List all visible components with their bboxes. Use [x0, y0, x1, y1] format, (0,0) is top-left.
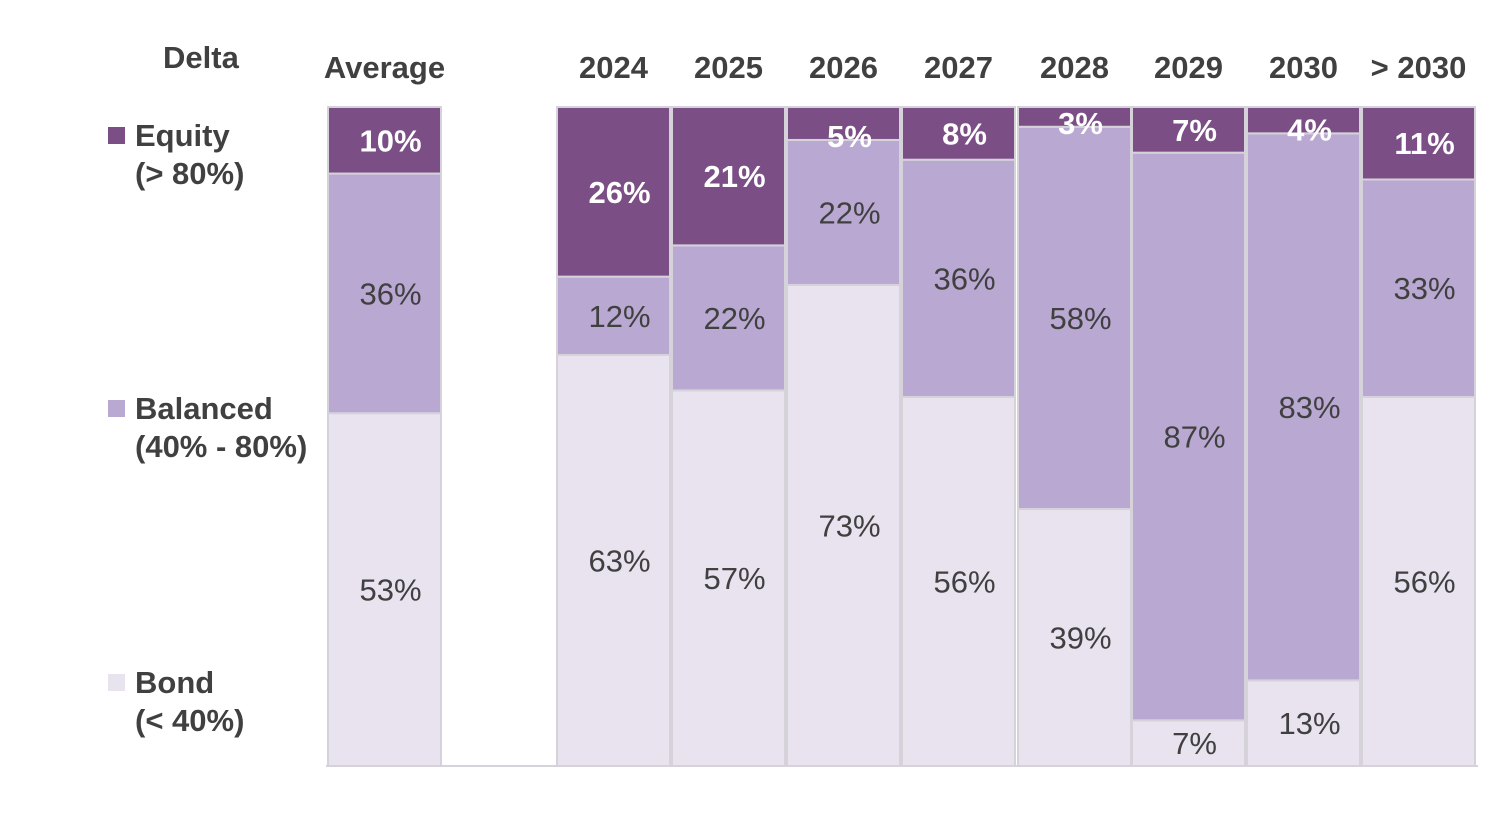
data-label-equity: 21%: [703, 159, 765, 194]
equity-swatch: [108, 127, 125, 144]
data-label-bond: 13%: [1278, 706, 1340, 741]
data-label-equity: 8%: [942, 116, 987, 151]
bar-segment-equity: [327, 106, 442, 175]
bar-segment-bond: [1246, 679, 1361, 768]
bar-segment-balanced: [1131, 151, 1246, 722]
data-label-equity: 3%: [1058, 106, 1103, 141]
category-label: 2026: [809, 50, 878, 85]
bar-segment-equity: [1131, 106, 1246, 154]
legend-label-bond: Bond: [135, 665, 215, 700]
category-label: > 2030: [1371, 50, 1467, 85]
balanced-swatch: [108, 400, 125, 417]
data-label-balanced: 12%: [588, 299, 650, 334]
data-label-equity: 5%: [827, 119, 872, 154]
bar-segment-bond: [1361, 395, 1476, 767]
bar-segment-bond: [1017, 507, 1132, 767]
bar-segment-balanced: [1246, 132, 1361, 682]
bar-segment-bond: [327, 412, 442, 767]
category-label: Average: [324, 50, 445, 85]
category-label: 2028: [1040, 50, 1109, 85]
legend-sub-equity: (> 80%): [135, 156, 245, 191]
legend-title: Delta: [163, 40, 239, 75]
legend-label-equity: Equity: [135, 118, 230, 153]
bar-segment-equity: [1361, 106, 1476, 181]
bar-segment-equity: [786, 106, 901, 141]
data-label-balanced: 36%: [933, 261, 995, 296]
data-label-equity: 11%: [1394, 126, 1454, 161]
bond-swatch: [108, 674, 125, 691]
data-label-balanced: 33%: [1393, 271, 1455, 306]
bar-segment-balanced: [901, 158, 1016, 398]
bar-segment-bond: [671, 389, 786, 767]
bar-segment-equity: [901, 106, 1016, 161]
data-label-balanced: 58%: [1049, 301, 1111, 336]
category-label: 2029: [1154, 50, 1223, 85]
data-label-bond: 73%: [818, 508, 880, 543]
data-label-bond: 7%: [1172, 726, 1217, 761]
data-label-balanced: 87%: [1163, 420, 1225, 455]
bar-segment-bond: [786, 283, 901, 767]
bar-segment-balanced: [327, 172, 442, 415]
data-label-bond: 57%: [703, 561, 765, 596]
legend-sub-balanced: (40% - 80%): [135, 429, 308, 464]
legend-label-balanced: Balanced: [135, 391, 273, 426]
category-label: 2027: [924, 50, 993, 85]
data-label-bond: 39%: [1049, 620, 1111, 655]
data-label-equity: 7%: [1172, 113, 1217, 148]
data-label-equity: 4%: [1287, 112, 1332, 147]
data-label-equity: 26%: [588, 175, 650, 210]
bar-segment-balanced: [671, 244, 786, 392]
bar-segment-equity: [671, 106, 786, 247]
bar-segment-equity: [1246, 106, 1361, 135]
data-label-bond: 56%: [1393, 564, 1455, 599]
data-label-bond: 53%: [359, 573, 421, 608]
bar-segment-bond: [1131, 719, 1246, 767]
bar-segment-equity: [556, 106, 671, 278]
data-label-balanced: 22%: [818, 195, 880, 230]
category-label: 2025: [694, 50, 763, 85]
data-label-bond: 56%: [933, 564, 995, 599]
legend-sub-bond: (< 40%): [135, 703, 245, 738]
category-label: 2030: [1269, 50, 1338, 85]
bar-segment-balanced: [556, 275, 671, 356]
bar-segment-balanced: [786, 138, 901, 286]
bar-segment-bond: [556, 353, 671, 767]
data-label-bond: 63%: [588, 543, 650, 578]
data-label-equity: 10%: [359, 123, 421, 158]
bar-segment-balanced: [1017, 125, 1132, 510]
data-label-balanced: 36%: [359, 276, 421, 311]
data-label-balanced: 22%: [703, 301, 765, 336]
data-label-balanced: 83%: [1278, 390, 1340, 425]
category-label: 2024: [579, 50, 649, 85]
bar-segment-bond: [901, 395, 1016, 767]
